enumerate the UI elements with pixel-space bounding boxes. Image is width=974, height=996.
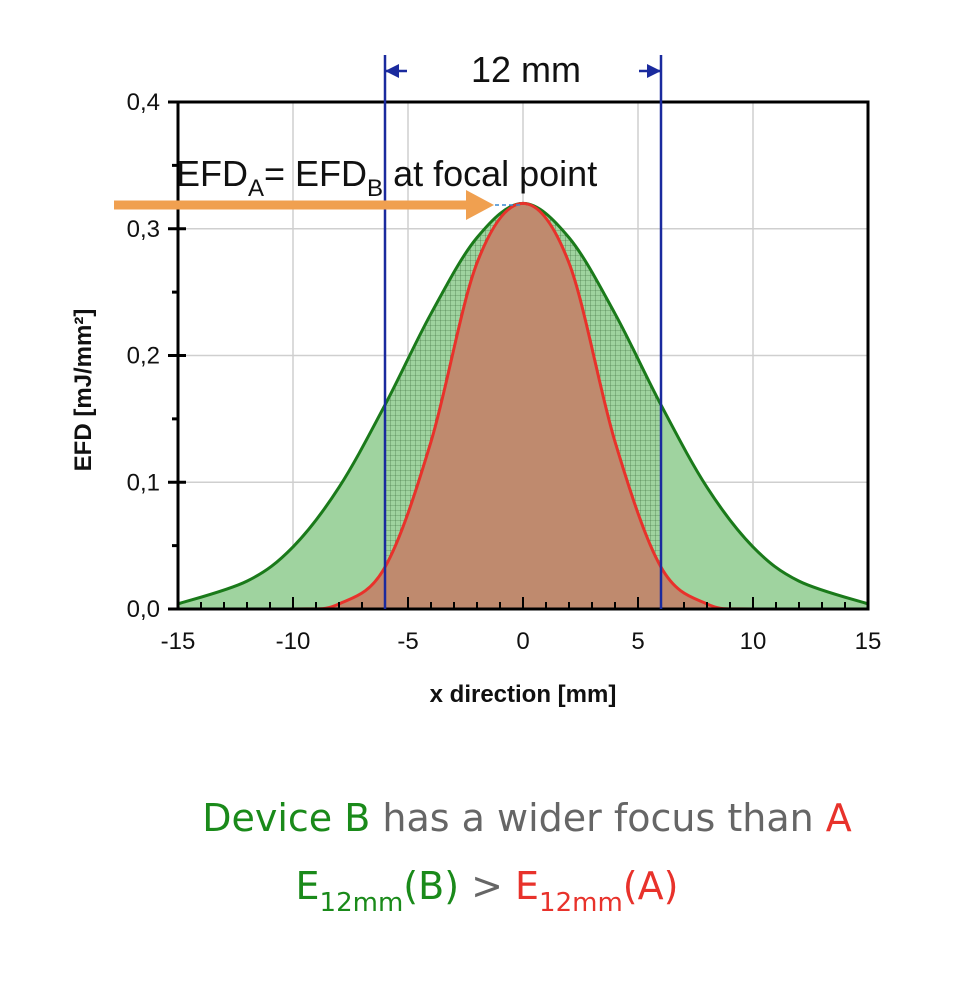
left-dimension-arrow — [385, 64, 399, 78]
x-tick-label: 5 — [631, 628, 644, 655]
x-tick-label: -10 — [276, 628, 311, 655]
energy-b: E12mm(B) — [295, 864, 460, 918]
x-tick-label: 0 — [516, 628, 529, 655]
y-tick-label: 0,0 — [127, 596, 160, 623]
curve-areas — [178, 201, 868, 609]
caption-device-b: Device B — [202, 796, 371, 840]
efd-chart: -15 -10 -5 0 5 10 15 0,0 0,1 0,2 0,3 0,4 x directi… — [70, 49, 882, 708]
y-tick-label: 0,1 — [127, 469, 160, 496]
axis-ticks — [168, 100, 869, 611]
caption-line-1: Device B has a wider focus than A — [0, 796, 974, 840]
y-axis-title: EFD [mJ/mm²] — [70, 309, 97, 472]
series-a-area — [178, 203, 868, 609]
caption-line-2: E12mm(B) > E12mm(A) — [0, 864, 974, 918]
focal-annotation-text: EFDA= EFDB at focal point — [176, 153, 597, 202]
width-label: 12 mm — [471, 49, 581, 90]
y-tick-labels: 0,0 0,1 0,2 0,3 0,4 — [127, 89, 160, 623]
y-tick-label: 0,2 — [127, 343, 160, 370]
focal-annotation: EFDA= EFDB at focal point — [114, 153, 597, 220]
x-tick-label: -15 — [161, 628, 196, 655]
focal-arrow-head — [466, 190, 494, 220]
x-tick-labels: -15 -10 -5 0 5 10 15 — [161, 628, 882, 655]
right-dimension-arrow — [647, 64, 661, 78]
x-tick-label: 10 — [740, 628, 767, 655]
x-axis-title: x direction [mm] — [430, 681, 617, 708]
series-a-line — [178, 201, 868, 609]
width-markers — [383, 55, 663, 609]
x-tick-label: 15 — [855, 628, 882, 655]
caption-device-a: A — [825, 796, 852, 840]
energy-a: E12mm(A) — [515, 864, 679, 918]
y-tick-label: 0,3 — [127, 216, 160, 243]
greater-than: > — [459, 864, 516, 908]
y-tick-label: 0,4 — [127, 89, 160, 116]
x-tick-label: -5 — [397, 628, 418, 655]
caption-middle-text: has a wider focus than — [370, 796, 826, 840]
